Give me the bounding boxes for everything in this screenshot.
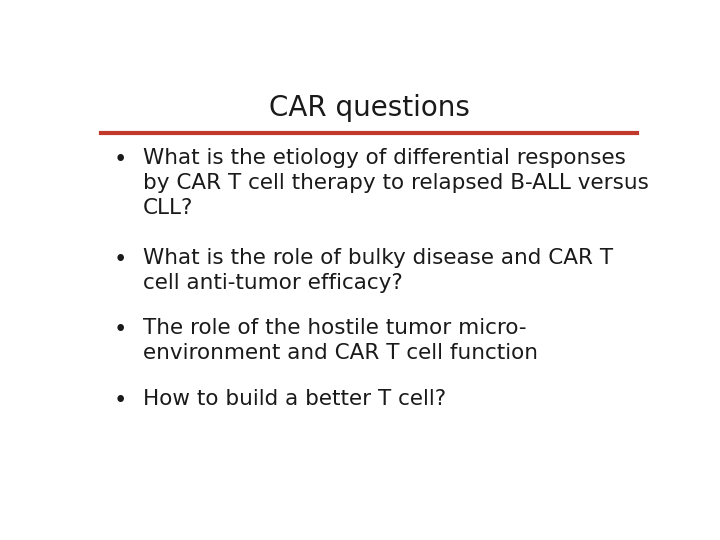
Text: CAR questions: CAR questions — [269, 94, 469, 122]
Text: What is the etiology of differential responses
by CAR T cell therapy to relapsed: What is the etiology of differential res… — [143, 148, 649, 218]
Text: •: • — [114, 148, 127, 171]
Text: What is the role of bulky disease and CAR T
cell anti-tumor efficacy?: What is the role of bulky disease and CA… — [143, 248, 613, 293]
Text: How to build a better T cell?: How to build a better T cell? — [143, 389, 446, 409]
Text: •: • — [114, 389, 127, 411]
Text: The role of the hostile tumor micro-
environment and CAR T cell function: The role of the hostile tumor micro- env… — [143, 319, 538, 363]
Text: •: • — [114, 248, 127, 271]
Text: •: • — [114, 319, 127, 341]
